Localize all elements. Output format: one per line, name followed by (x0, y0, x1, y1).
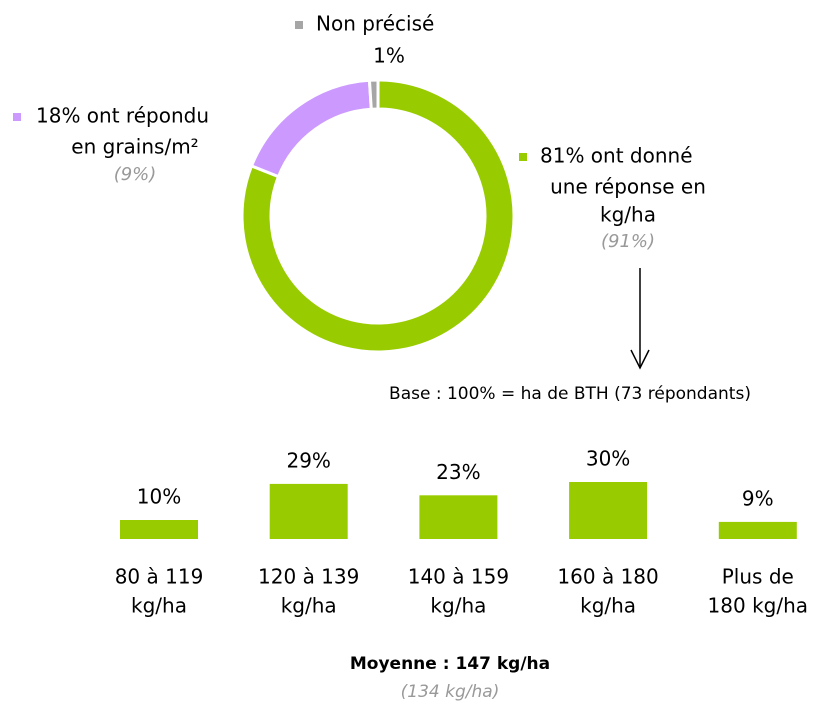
slice-label: 18% ont répondu (36, 104, 209, 128)
category-label: 140 à 159 (408, 565, 509, 589)
bar (419, 495, 498, 539)
category-label: 180 kg/ha (708, 594, 808, 618)
bar (120, 520, 198, 539)
value-label: 10% (137, 485, 181, 509)
category-label: kg/ha (430, 594, 486, 618)
note: Base : 100% = ha de BTH (73 répondants) (389, 384, 751, 404)
value-label: 9% (742, 486, 774, 510)
donut-slice (367, 78, 380, 111)
donut-slice (240, 78, 516, 354)
legend-marker (13, 113, 21, 121)
category-label: kg/ha (131, 594, 187, 618)
value-label: 29% (286, 448, 330, 472)
legend-marker (295, 21, 303, 29)
bar (569, 482, 648, 539)
value-label: 1% (373, 44, 405, 68)
category-label: 160 à 180 (557, 565, 658, 589)
category-label: Plus de (722, 565, 794, 589)
category-label: kg/ha (281, 594, 337, 618)
category-label: 120 à 139 (258, 565, 359, 589)
slice-label: 81% ont donné (540, 144, 693, 168)
legend-marker (519, 153, 527, 161)
category-label: 80 à 119 (115, 565, 204, 589)
slice-label: kg/ha (600, 203, 656, 227)
comparison-label: (91%) (601, 231, 655, 252)
footer-comparison: (134 kg/ha) (401, 682, 500, 702)
slice-label: une réponse en (550, 175, 706, 199)
value-label: 23% (436, 460, 480, 484)
comparison-label: (9%) (114, 164, 157, 185)
footer: Moyenne : 147 kg/ha (350, 654, 550, 674)
bar (718, 521, 797, 539)
value-label: 30% (586, 447, 630, 471)
slice-label: en grains/m² (71, 135, 198, 159)
donut-slice (249, 78, 373, 179)
slice-label: Non précisé (316, 12, 434, 36)
bar (269, 483, 348, 539)
arrow-head (630, 349, 650, 370)
category-label: kg/ha (580, 594, 636, 618)
